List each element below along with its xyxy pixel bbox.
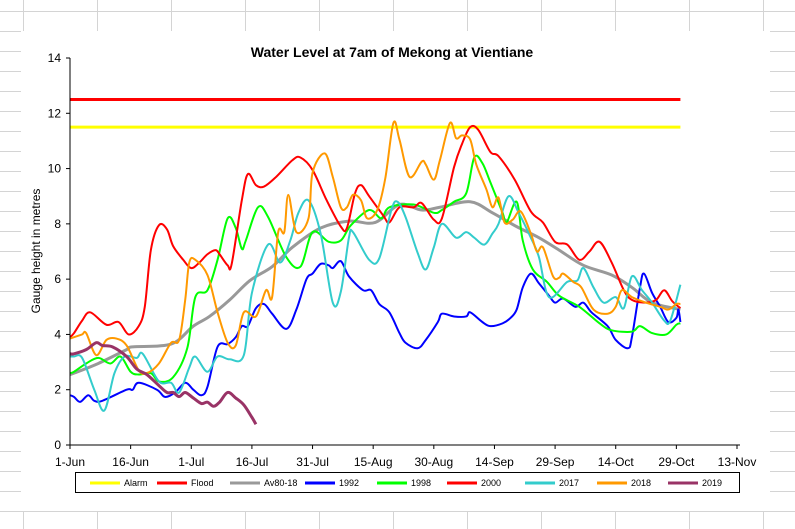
x-tick-label: 16-Jun (112, 455, 149, 469)
y-tick-label: 6 (54, 272, 61, 286)
legend-label: 1998 (411, 478, 431, 488)
x-tick-label: 29-Oct (658, 455, 695, 469)
y-axis-label: Gauge height in metres (29, 189, 43, 314)
legend-label: 2018 (631, 478, 651, 488)
x-tick-label: 14-Sep (475, 455, 514, 469)
x-tick-label: 30-Aug (414, 455, 453, 469)
y-tick-label: 2 (54, 383, 61, 397)
legend-label: Alarm (124, 478, 148, 488)
y-tick-label: 12 (48, 106, 62, 120)
series-line-av80-18 (69, 200, 681, 376)
legend-label: Flood (191, 478, 214, 488)
x-tick-label: 13-Nov (718, 455, 757, 469)
y-tick-label: 8 (54, 217, 61, 231)
legend-label: 1992 (339, 478, 359, 488)
x-tick-label: 31-Jul (296, 455, 329, 469)
legend-label: 2017 (559, 478, 579, 488)
x-tick-label: 14-Oct (598, 455, 635, 469)
legend-label: Av80-18 (264, 478, 297, 488)
x-tick-label: 15-Aug (354, 455, 393, 469)
series-line-1992 (69, 260, 682, 403)
x-tick-label: 29-Sep (536, 455, 575, 469)
legend-box (75, 472, 740, 493)
legend-label: 2000 (481, 478, 501, 488)
chart-area[interactable] (21, 31, 770, 511)
x-tick-label: 1-Jun (55, 455, 85, 469)
x-tick-label: 16-Jul (236, 455, 269, 469)
x-tick-label: 1-Jul (178, 455, 204, 469)
series-line-2000 (69, 124, 682, 338)
y-tick-label: 4 (54, 327, 61, 341)
chart-title: Water Level at 7am of Mekong at Vientian… (251, 44, 534, 60)
y-tick-label: 0 (54, 438, 61, 452)
series-line-2018 (69, 120, 681, 375)
y-tick-label: 14 (48, 51, 62, 65)
series-line-2017 (69, 195, 682, 412)
legend-label: 2019 (702, 478, 722, 488)
y-tick-label: 10 (48, 162, 62, 176)
series-line-2019 (69, 341, 258, 426)
